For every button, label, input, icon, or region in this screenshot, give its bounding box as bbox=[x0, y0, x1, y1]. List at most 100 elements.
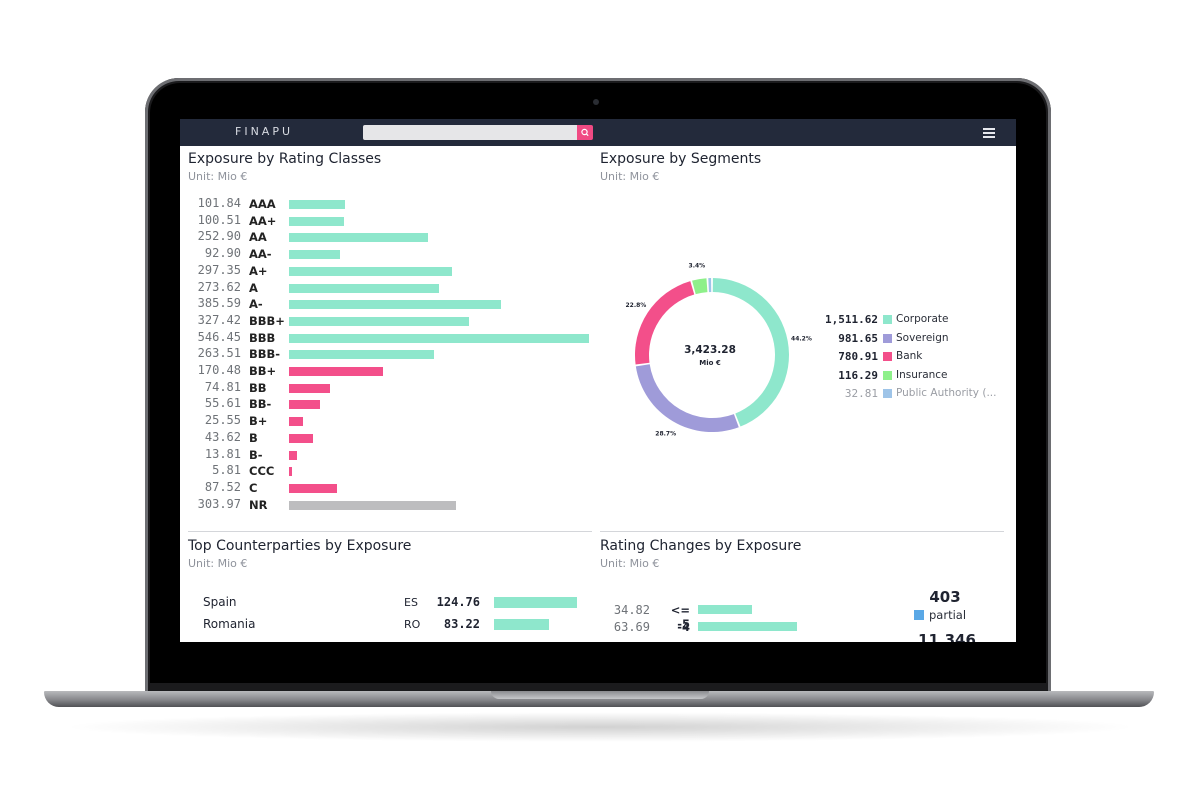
rating-change-label: <= -5 bbox=[670, 603, 690, 631]
rating-bar[interactable] bbox=[289, 467, 293, 477]
donut-slice[interactable] bbox=[708, 278, 712, 293]
rating-row-value: 13.81 bbox=[204, 446, 241, 461]
rating-row-label: C bbox=[249, 480, 258, 495]
rating-bar[interactable] bbox=[289, 417, 304, 427]
rating-bar[interactable] bbox=[289, 250, 340, 260]
search-input[interactable] bbox=[363, 125, 577, 140]
donut-slice[interactable] bbox=[635, 281, 695, 365]
rating-bar[interactable] bbox=[289, 383, 331, 393]
rating-panel-unit: Unit: Mio € bbox=[188, 170, 248, 183]
legend-label: Bank bbox=[896, 350, 923, 362]
rating-row-label: BBB bbox=[249, 330, 276, 345]
rating-bar[interactable] bbox=[289, 500, 456, 510]
rating-bar[interactable] bbox=[289, 200, 345, 209]
legend-item[interactable]: 981.65 Sovereign bbox=[820, 332, 1010, 346]
legend-value: 1,511.62 bbox=[825, 313, 878, 326]
search-button[interactable] bbox=[577, 125, 593, 140]
counterparties-panel-unit: Unit: Mio € bbox=[188, 557, 248, 570]
rating-row-value: 252.90 bbox=[197, 229, 241, 244]
rating-bar[interactable] bbox=[289, 350, 434, 360]
legend-swatch bbox=[883, 315, 892, 324]
counterparty-bar[interactable] bbox=[494, 619, 550, 630]
donut-slice-label: 28.7% bbox=[655, 430, 676, 437]
brand-logo[interactable]: FINAPU bbox=[235, 125, 294, 138]
rating-bar[interactable] bbox=[289, 283, 440, 293]
rating-row-label: A+ bbox=[249, 263, 268, 278]
rating-bar[interactable] bbox=[289, 316, 469, 326]
rating-row-label: A- bbox=[249, 297, 263, 312]
app-screen: FINAPU Exposure by Rating Classes Unit: … bbox=[180, 119, 1016, 642]
rating-bar[interactable] bbox=[289, 367, 383, 376]
legend-value: 116.29 bbox=[838, 368, 878, 382]
legend-item[interactable]: 116.29 Insurance bbox=[820, 369, 1010, 383]
legend-swatch bbox=[883, 352, 892, 361]
counterparties-panel-title: Top Counterparties by Exposure bbox=[188, 538, 412, 554]
rating-row-label: B+ bbox=[249, 414, 268, 429]
rating-bar[interactable] bbox=[289, 433, 313, 443]
rating-bar[interactable] bbox=[289, 300, 501, 310]
segments-panel-title: Exposure by Segments bbox=[600, 151, 762, 167]
rating-bar[interactable] bbox=[289, 450, 297, 460]
rating-bar[interactable] bbox=[289, 216, 345, 226]
rating-row-value: 100.51 bbox=[197, 212, 241, 227]
counterparty-code: ES bbox=[404, 596, 418, 609]
legend-label: Insurance bbox=[896, 368, 948, 381]
legend-item[interactable]: 780.91 Bank bbox=[820, 350, 1010, 364]
rating-change-bar[interactable] bbox=[698, 622, 797, 631]
rating-row-value: 25.55 bbox=[204, 413, 241, 428]
rating-row-label: BBB+ bbox=[249, 313, 285, 328]
rating-row-label: AAA bbox=[249, 197, 276, 211]
counterparty-name: Romania bbox=[203, 617, 256, 631]
donut-total: 3,423.28 bbox=[684, 344, 736, 356]
counterparty-bar[interactable] bbox=[494, 597, 577, 608]
section-divider bbox=[188, 531, 592, 532]
rating-bar[interactable] bbox=[289, 333, 589, 343]
rating-changes-count: 403 bbox=[929, 588, 961, 606]
rating-row-value: 74.81 bbox=[204, 379, 241, 394]
rating-changes-panel-title: Rating Changes by Exposure bbox=[600, 538, 802, 554]
segments-panel-unit: Unit: Mio € bbox=[600, 170, 660, 183]
donut-slice[interactable] bbox=[692, 278, 708, 295]
rating-row-label: CCC bbox=[249, 464, 275, 479]
menu-button[interactable] bbox=[983, 127, 997, 138]
rating-row-value: 546.45 bbox=[197, 329, 241, 344]
legend-swatch bbox=[883, 389, 892, 398]
rating-row-label: BB bbox=[249, 380, 267, 395]
rating-row-value: 303.97 bbox=[197, 496, 241, 511]
donut-slice[interactable] bbox=[635, 364, 739, 432]
rating-bar[interactable] bbox=[289, 483, 338, 493]
rating-row-label: BBB- bbox=[249, 347, 281, 362]
donut-slice-label: 3.4% bbox=[689, 262, 706, 269]
legend-value: 981.65 bbox=[838, 331, 878, 345]
rating-row-label: AA bbox=[249, 230, 267, 245]
search-icon bbox=[581, 128, 589, 137]
menu-icon-line bbox=[983, 132, 995, 134]
rating-row-value: 170.48 bbox=[197, 363, 241, 377]
rating-row-value: 263.51 bbox=[197, 346, 241, 361]
rating-row-value: 327.42 bbox=[197, 312, 241, 327]
rating-changes-legend-label: partial bbox=[929, 608, 967, 622]
rating-row-value: 87.52 bbox=[204, 479, 241, 494]
legend-value: 780.91 bbox=[838, 350, 878, 363]
rating-row-value: 385.59 bbox=[197, 296, 241, 311]
legend-value: 32.81 bbox=[844, 387, 878, 400]
rating-row-value: 92.90 bbox=[204, 246, 241, 261]
rating-change-bar[interactable] bbox=[698, 605, 753, 614]
legend-label: Corporate bbox=[896, 313, 949, 325]
legend-label: Sovereign bbox=[896, 331, 949, 344]
counterparty-value: 83.22 bbox=[443, 617, 480, 631]
rating-bar[interactable] bbox=[289, 266, 453, 276]
legend-item[interactable]: 1,511.62 Corporate bbox=[820, 313, 1010, 327]
menu-icon-line bbox=[983, 136, 995, 138]
legend-item[interactable]: 32.81 Public Authority (... bbox=[820, 387, 1010, 401]
section-divider bbox=[600, 531, 1004, 532]
donut-slice[interactable] bbox=[712, 278, 789, 427]
rating-bar[interactable] bbox=[289, 400, 320, 410]
rating-row-label: B- bbox=[249, 447, 263, 462]
legend-label: Public Authority (... bbox=[896, 387, 997, 399]
counterparty-code: RO bbox=[404, 618, 421, 631]
counterparty-value: 124.76 bbox=[436, 595, 480, 609]
rating-panel-title: Exposure by Rating Classes bbox=[188, 151, 382, 167]
rating-row-value: 273.62 bbox=[197, 279, 241, 294]
rating-bar[interactable] bbox=[289, 233, 428, 243]
